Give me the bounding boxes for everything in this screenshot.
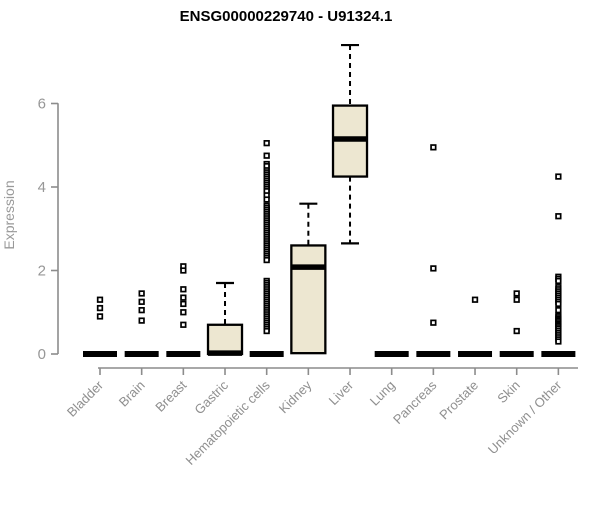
box-plot-lung [374, 351, 409, 357]
box-plot-unknown-other [541, 173, 576, 357]
outlier-point [138, 317, 145, 324]
y-tick-label: 4 [38, 179, 46, 196]
box-plot-gastric [206, 281, 244, 356]
box-plot-bladder [83, 296, 117, 357]
box-plot-liver [331, 43, 369, 245]
x-tick-label: Unknown / Other [485, 377, 565, 457]
y-tick-label: 2 [38, 263, 46, 280]
outlier-point [138, 307, 145, 314]
x-tick-label: Prostate [436, 378, 481, 423]
box-rect [206, 323, 244, 356]
x-tick-label: Gastric [191, 377, 231, 417]
collapsed-box-bar [416, 351, 451, 357]
box-plot-skin [499, 290, 534, 357]
box-series [83, 43, 576, 357]
y-axis: 0 2 4 6 [38, 96, 59, 363]
outlier-point [96, 313, 104, 320]
box-plot-prostate [458, 296, 493, 357]
x-tick-label: Kidney [276, 377, 315, 416]
box-plot-breast [166, 263, 201, 357]
outlier-point [430, 319, 437, 326]
outlier-point [263, 196, 270, 203]
outlier-point [555, 277, 562, 285]
outlier-point [96, 304, 104, 312]
x-tick-label: Skin [494, 378, 522, 406]
outlier-point [180, 321, 187, 328]
outlier-point [180, 286, 187, 293]
outlier-point [513, 327, 520, 335]
collapsed-box-bar [499, 351, 534, 357]
collapsed-box-bar [374, 351, 409, 357]
outlier-point [180, 294, 187, 301]
box-plot-brain [124, 290, 159, 357]
collapsed-box-bar [458, 351, 493, 357]
y-tick-label: 6 [38, 96, 46, 113]
collapsed-box-bar [166, 351, 201, 357]
box-plot-kidney [290, 202, 327, 355]
outlier-point [555, 173, 562, 180]
outlier-point [263, 256, 270, 264]
x-tick-label: Lung [367, 378, 398, 409]
outlier-point [180, 309, 187, 316]
outlier-point [555, 300, 562, 308]
outlier-point [263, 140, 270, 147]
x-tick-label: Pancreas [390, 377, 440, 427]
outlier-point [180, 267, 187, 274]
x-tick-label: Breast [152, 377, 189, 414]
outlier-point [513, 296, 520, 303]
outlier-point [138, 290, 145, 297]
collapsed-box-bar [541, 351, 576, 357]
collapsed-box-bar [124, 351, 159, 357]
chart-title: ENSG00000229740 - U91324.1 [180, 8, 393, 25]
collapsed-box-bar [249, 351, 284, 357]
outlier-point [96, 296, 104, 303]
outlier-point [471, 296, 479, 303]
outlier-point [263, 152, 270, 159]
outlier-point [430, 144, 437, 151]
outlier-point [555, 338, 562, 345]
box-rect [290, 244, 327, 355]
y-tick-label: 0 [38, 346, 46, 363]
outlier-point [430, 265, 437, 272]
outlier-point [513, 290, 520, 297]
outlier-point [263, 327, 270, 335]
box-plot-hematopoietic-cells [249, 140, 284, 357]
outlier-point [138, 298, 145, 305]
y-axis-label: Expression [1, 180, 17, 249]
outlier-point [555, 213, 562, 220]
collapsed-box-bar [83, 351, 117, 357]
x-tick-label: Brain [116, 378, 148, 410]
x-tick-label: Liver [326, 377, 357, 408]
box-plot-pancreas [416, 144, 451, 357]
outlier-point [180, 300, 187, 308]
outlier-point [555, 307, 562, 314]
x-tick-label: Bladder [64, 377, 107, 420]
